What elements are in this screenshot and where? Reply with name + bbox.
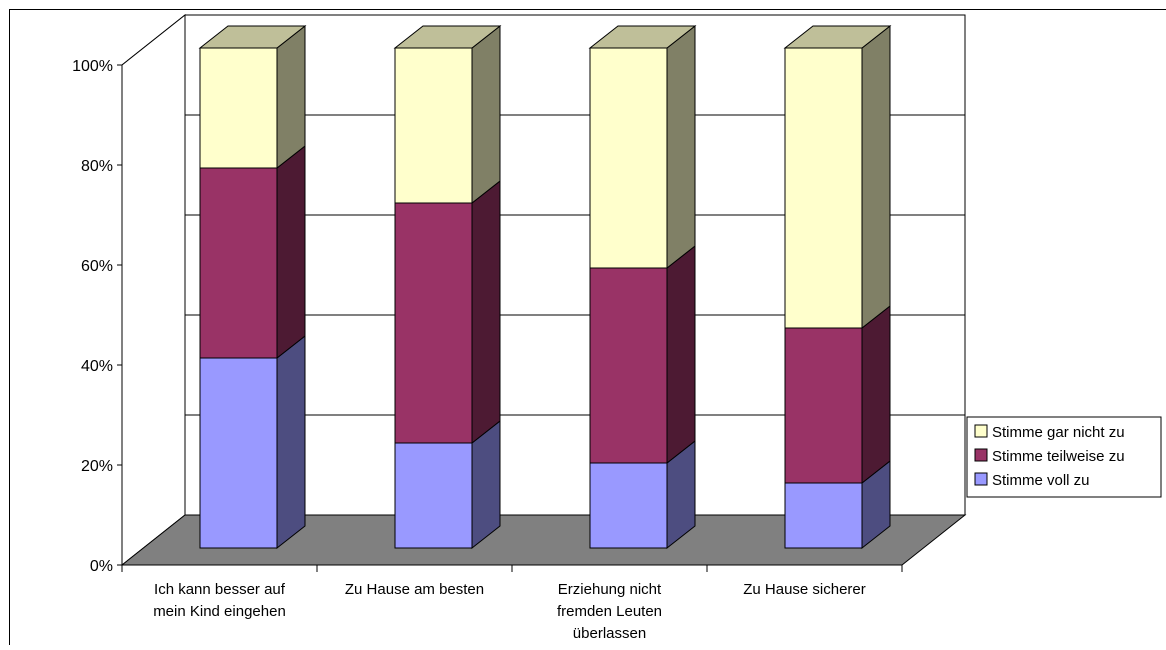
bar-stimme-gar-nicht-zu-front <box>590 48 667 268</box>
bar-stimme-voll-zu-front <box>395 443 472 548</box>
bar-stimme-gar-nicht-zu-front <box>785 48 862 328</box>
y-tick-label: 20% <box>81 458 113 475</box>
bar-stimme-voll-zu-side <box>277 336 305 548</box>
bar-stimme-voll-zu-front <box>785 483 862 548</box>
x-category-label: Zu Hause am besten <box>345 581 484 598</box>
legend-label: Stimme teilweise zu <box>992 448 1125 465</box>
x-category-label: mein Kind eingehen <box>153 603 286 620</box>
bar-stimme-teilweise-zu-front <box>590 268 667 463</box>
bar-stimme-teilweise-zu-side <box>862 306 890 483</box>
bar-stimme-teilweise-zu-side <box>667 246 695 463</box>
bar-stimme-teilweise-zu-side <box>277 146 305 358</box>
legend-swatch <box>975 473 987 485</box>
bar-stimme-gar-nicht-zu-side <box>277 26 305 168</box>
bar-stack <box>395 26 500 548</box>
y-tick-label: 0% <box>90 558 113 575</box>
side-wall <box>122 15 185 565</box>
legend-swatch <box>975 449 987 461</box>
legend-swatch <box>975 425 987 437</box>
x-category-label: Ich kann besser auf <box>154 581 286 598</box>
bar-stimme-teilweise-zu-side <box>472 181 500 443</box>
y-tick-label: 60% <box>81 258 113 275</box>
bar-stack <box>590 26 695 548</box>
legend: Stimme gar nicht zu Stimme teilweise zu St… <box>967 417 1161 497</box>
bar-stimme-gar-nicht-zu-side <box>862 26 890 328</box>
bar-stimme-gar-nicht-zu-front <box>395 48 472 203</box>
x-category-label: überlassen <box>573 625 646 642</box>
bar-stimme-teilweise-zu-front <box>395 203 472 443</box>
legend-label: Stimme gar nicht zu <box>992 424 1125 441</box>
legend-label: Stimme voll zu <box>992 472 1090 489</box>
bar-stimme-gar-nicht-zu-side <box>472 26 500 203</box>
bar-stimme-voll-zu-front <box>200 358 277 548</box>
bar-stack <box>785 26 890 548</box>
y-tick-label: 100% <box>72 58 113 75</box>
bar-stimme-teilweise-zu-front <box>785 328 862 483</box>
x-category-label: fremden Leuten <box>557 603 662 620</box>
x-category-label: Zu Hause sicherer <box>743 581 866 598</box>
y-tick-label: 40% <box>81 358 113 375</box>
bar-stimme-gar-nicht-zu-side <box>667 26 695 268</box>
bar-stack <box>200 26 305 548</box>
bar-stimme-voll-zu-front <box>590 463 667 548</box>
y-tick-label: 80% <box>81 158 113 175</box>
bar-stimme-teilweise-zu-front <box>200 168 277 358</box>
x-category-label: Erziehung nicht <box>558 581 662 598</box>
bar-stimme-gar-nicht-zu-front <box>200 48 277 168</box>
